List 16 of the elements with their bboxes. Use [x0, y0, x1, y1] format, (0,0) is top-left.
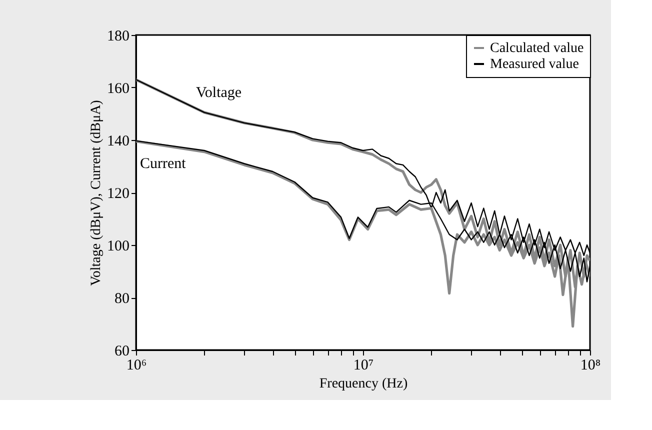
y-tick-label: 120 [107, 186, 130, 202]
x-tick-label: 10⁷ [353, 358, 374, 374]
y-tick-label: 60 [114, 344, 130, 360]
x-tick-label: 10⁸ [580, 358, 601, 374]
y-tick-label: 180 [107, 28, 130, 44]
y-tick-label: 160 [107, 81, 130, 97]
legend-label: Calculated value [490, 41, 584, 56]
x-tick-label: 10⁶ [126, 358, 147, 374]
legend-label: Measured value [490, 57, 580, 72]
annotation: Voltage [196, 85, 242, 101]
y-tick-label: 140 [107, 134, 130, 150]
annotation: Current [140, 156, 187, 172]
y-axis-title: Voltage (dBμV), Current (dBμA) [89, 100, 104, 286]
y-tick-label: 100 [107, 238, 130, 254]
y-tick-label: 80 [114, 291, 130, 307]
x-axis-title: Frequency (Hz) [319, 376, 408, 392]
